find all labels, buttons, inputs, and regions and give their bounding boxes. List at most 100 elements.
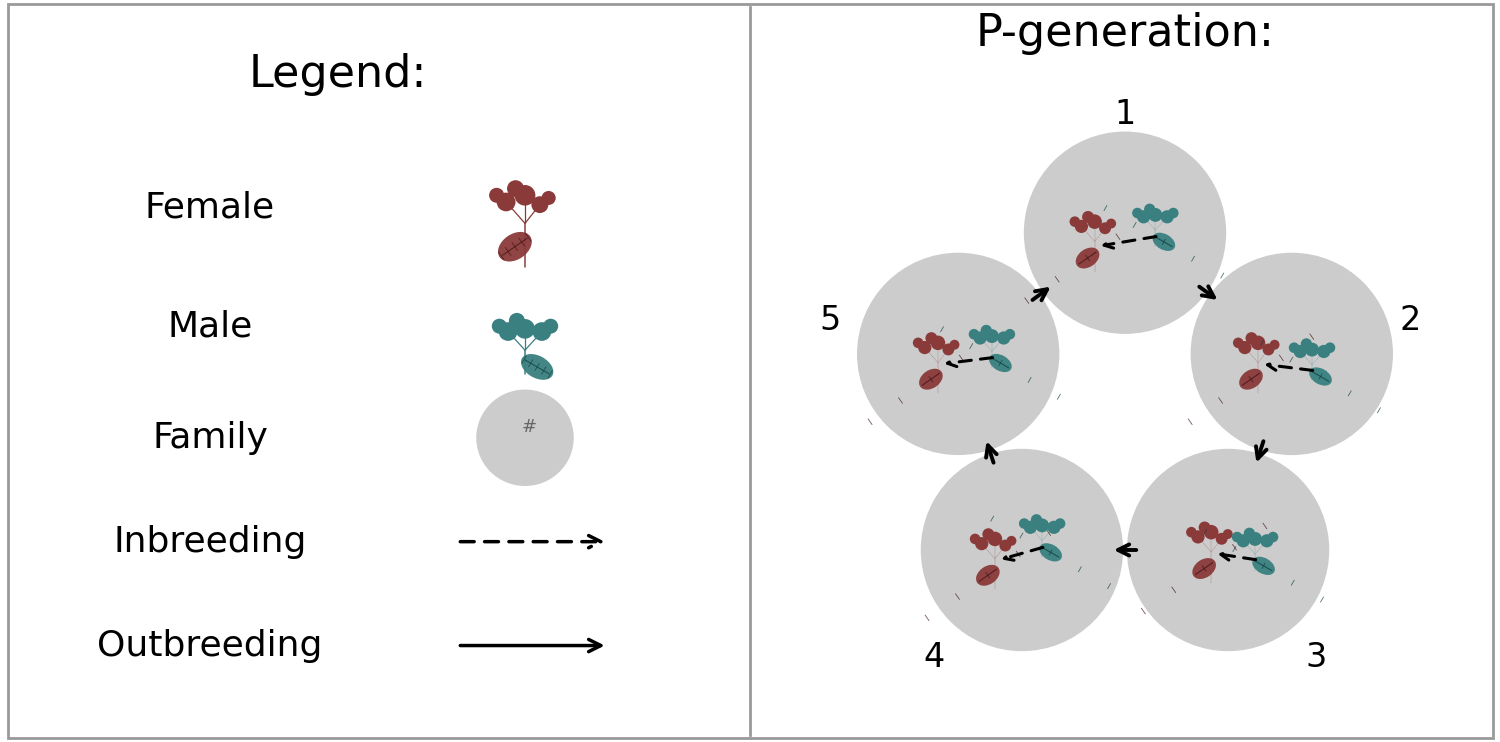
Circle shape <box>514 185 535 206</box>
Circle shape <box>1268 532 1278 542</box>
Circle shape <box>1305 343 1318 356</box>
Text: 1: 1 <box>1114 98 1136 131</box>
Ellipse shape <box>1310 367 1332 386</box>
Circle shape <box>514 319 535 338</box>
Circle shape <box>1035 519 1048 532</box>
Text: 5: 5 <box>819 303 840 337</box>
Circle shape <box>532 322 552 341</box>
Circle shape <box>969 329 980 340</box>
Ellipse shape <box>1192 558 1216 579</box>
Circle shape <box>1269 340 1280 349</box>
Circle shape <box>1232 532 1242 542</box>
Circle shape <box>1126 449 1329 651</box>
Circle shape <box>1317 345 1330 358</box>
Ellipse shape <box>920 369 942 390</box>
Text: Outbreeding: Outbreeding <box>98 628 322 663</box>
Circle shape <box>1236 534 1250 548</box>
Circle shape <box>1191 531 1204 543</box>
Circle shape <box>1019 518 1029 529</box>
Circle shape <box>1047 521 1060 534</box>
Circle shape <box>987 532 1002 546</box>
Text: Male: Male <box>168 309 252 344</box>
Circle shape <box>1263 344 1275 355</box>
Circle shape <box>1238 341 1251 354</box>
Ellipse shape <box>520 354 554 380</box>
Circle shape <box>1024 131 1225 334</box>
Circle shape <box>1144 203 1155 215</box>
Circle shape <box>974 332 987 344</box>
Circle shape <box>1251 335 1266 350</box>
Ellipse shape <box>976 565 999 585</box>
Circle shape <box>492 319 507 334</box>
Circle shape <box>509 313 525 329</box>
Text: 2: 2 <box>1400 303 1420 337</box>
Ellipse shape <box>1152 233 1174 251</box>
Circle shape <box>1248 532 1262 546</box>
Circle shape <box>496 193 516 211</box>
Circle shape <box>1293 345 1306 358</box>
Circle shape <box>982 528 994 540</box>
Circle shape <box>998 332 1011 344</box>
Circle shape <box>926 332 938 344</box>
Circle shape <box>1005 329 1016 340</box>
Ellipse shape <box>988 354 1012 372</box>
Circle shape <box>1054 518 1065 529</box>
Circle shape <box>930 335 945 350</box>
Circle shape <box>1204 525 1218 539</box>
Circle shape <box>1222 529 1233 539</box>
Text: P-generation:: P-generation: <box>975 12 1275 55</box>
Circle shape <box>950 340 960 349</box>
Text: Female: Female <box>146 191 274 225</box>
Circle shape <box>914 338 924 348</box>
Circle shape <box>1300 338 1312 349</box>
Circle shape <box>1023 521 1036 534</box>
Circle shape <box>1106 219 1116 229</box>
Circle shape <box>1198 522 1210 533</box>
Ellipse shape <box>1076 248 1100 269</box>
Circle shape <box>981 325 992 336</box>
Circle shape <box>1137 210 1150 223</box>
Circle shape <box>1070 217 1080 227</box>
Circle shape <box>1233 338 1244 348</box>
Text: #: # <box>520 418 537 436</box>
Circle shape <box>856 253 1059 455</box>
Circle shape <box>921 449 1124 651</box>
Circle shape <box>1260 534 1274 548</box>
Circle shape <box>498 322 517 341</box>
Circle shape <box>970 533 981 544</box>
Circle shape <box>942 344 954 355</box>
Circle shape <box>1324 342 1335 353</box>
Circle shape <box>1076 220 1088 233</box>
Circle shape <box>489 188 504 203</box>
Circle shape <box>542 191 555 205</box>
Text: 4: 4 <box>924 641 945 674</box>
Circle shape <box>1007 536 1017 546</box>
Circle shape <box>1191 253 1394 455</box>
Ellipse shape <box>1239 369 1263 390</box>
Circle shape <box>531 196 549 213</box>
Circle shape <box>1215 533 1227 545</box>
Circle shape <box>1186 527 1197 537</box>
Circle shape <box>1149 208 1162 222</box>
Ellipse shape <box>498 232 532 261</box>
Circle shape <box>1244 528 1256 539</box>
Circle shape <box>975 537 988 551</box>
Circle shape <box>986 329 999 343</box>
Ellipse shape <box>1252 556 1275 575</box>
Circle shape <box>507 180 524 197</box>
Text: 3: 3 <box>1305 641 1326 674</box>
Circle shape <box>1082 211 1094 223</box>
Text: Family: Family <box>152 421 268 455</box>
Circle shape <box>999 539 1011 551</box>
Circle shape <box>1132 208 1143 218</box>
Circle shape <box>1030 514 1042 525</box>
Circle shape <box>1161 210 1174 223</box>
Text: Legend:: Legend: <box>249 53 426 96</box>
Circle shape <box>1088 214 1102 229</box>
Circle shape <box>918 341 932 354</box>
Circle shape <box>1288 342 1299 353</box>
Circle shape <box>543 319 558 334</box>
Circle shape <box>1168 208 1179 218</box>
Text: Inbreeding: Inbreeding <box>114 525 306 559</box>
Circle shape <box>1245 332 1257 344</box>
